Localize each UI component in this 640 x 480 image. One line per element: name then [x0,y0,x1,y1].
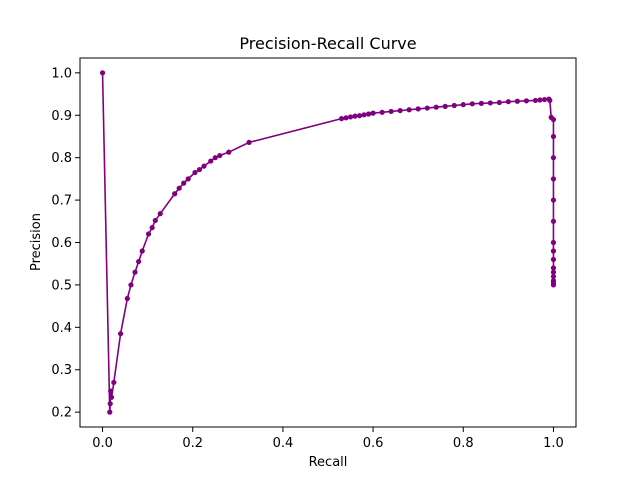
data-point [108,388,114,394]
y-tick-label: 0.6 [51,236,72,251]
data-point [139,248,145,254]
y-tick-label: 1.0 [51,66,72,81]
data-point [523,98,530,104]
data-point [496,99,502,106]
series-layer [99,70,557,415]
data-point [117,331,124,337]
data-point [212,155,218,161]
data-point [415,106,421,112]
data-point [108,394,115,400]
data-point [388,108,394,115]
y-tick-label: 0.4 [51,321,72,336]
y-axis-ticks: 0.2 0.3 0.4 0.5 0.6 0.7 0.8 0.9 1.0 [51,66,80,421]
y-tick-label: 0.7 [51,194,72,209]
y-tick-label: 0.9 [51,109,72,124]
data-point [379,109,385,115]
data-point [217,152,223,159]
x-axis-label: Recall [309,455,348,470]
data-point [469,101,475,107]
data-point [537,97,543,103]
y-tick-label: 0.8 [51,151,72,166]
data-point [541,96,548,103]
data-point [397,107,403,114]
data-point [226,149,232,155]
data-point [451,102,457,109]
data-point [201,163,207,169]
data-point [550,176,557,182]
data-point [550,256,557,263]
data-point [550,116,557,123]
data-point [550,282,557,288]
data-point [460,102,466,108]
data-point [550,265,557,271]
data-point [505,99,511,105]
data-point [149,225,155,231]
data-point [532,97,539,104]
data-point [550,218,557,224]
data-point [550,273,557,280]
data-point [547,97,553,104]
data-point [246,139,252,146]
data-point [361,112,367,118]
plot-area-frame [79,57,577,428]
data-point [514,98,520,104]
data-point [433,104,439,110]
data-point [176,185,182,191]
data-point [152,217,158,224]
data-point [356,113,363,119]
data-point [347,114,354,120]
data-point [132,269,138,275]
data-point [550,239,557,246]
data-point [550,133,557,140]
x-tick-label: 1.0 [543,436,564,451]
data-point [196,166,203,173]
data-point [478,100,484,106]
y-tick-label: 0.2 [51,406,72,421]
data-point [111,379,117,386]
data-point [136,258,142,265]
y-tick-label: 0.3 [51,363,72,378]
data-point [550,155,557,161]
data-point [107,409,113,415]
data-point [370,110,376,116]
x-tick-label: 0.6 [363,436,384,451]
data-point [208,158,214,164]
data-point [185,176,191,182]
chart-title: Precision-Recall Curve [239,34,416,53]
data-point [424,105,430,111]
data-point [406,107,412,113]
data-point [352,113,358,119]
x-tick-label: 0.4 [273,436,294,451]
y-tick-label: 0.5 [51,278,72,293]
x-tick-label: 0.8 [453,436,474,451]
x-axis-ticks: 0.0 0.2 0.4 0.6 0.8 1.0 [92,427,564,451]
data-point [365,111,372,117]
y-axis-label: Precision [29,213,44,271]
data-point [550,248,557,254]
x-tick-label: 0.2 [182,436,203,451]
data-point [157,211,163,217]
data-point [487,100,493,106]
data-point [145,231,152,237]
data-point [124,295,130,302]
data-point [343,115,349,121]
data-point [181,180,187,186]
data-point [550,197,557,203]
data-point [172,191,178,197]
data-point [442,103,448,109]
data-point [107,401,113,407]
x-tick-label: 0.0 [92,436,113,451]
data-point [128,282,134,288]
data-point [550,269,557,275]
data-point [99,70,106,76]
data-point [338,116,345,122]
data-point [192,169,198,176]
